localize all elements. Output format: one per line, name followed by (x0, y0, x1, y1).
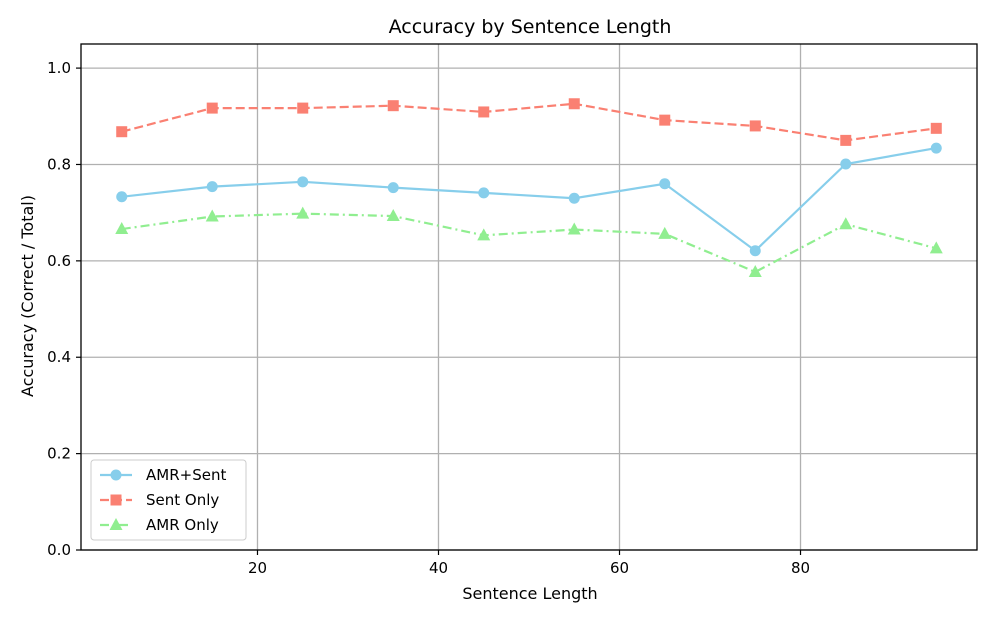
data-point (386, 209, 400, 222)
legend-box (90, 459, 247, 541)
y-tick-label: 1.0 (47, 59, 71, 77)
legend-marker (110, 494, 122, 506)
y-axis-label: Accuracy (Correct / Total) (18, 195, 37, 397)
legend-marker (109, 518, 123, 530)
data-point (296, 206, 310, 219)
data-point (297, 176, 309, 188)
data-point (387, 182, 399, 194)
data-point (116, 126, 128, 138)
legend-label: AMR+Sent (146, 466, 226, 484)
legend: AMR+Sent Sent Only AMR Only (90, 459, 247, 541)
data-point (478, 106, 490, 118)
series-amr-only (115, 206, 943, 277)
axis-ticks: 20 40 60 80 0.0 0.2 0.4 0.6 0.8 1.0 (47, 59, 810, 577)
data-point (297, 102, 309, 114)
data-point (930, 122, 942, 134)
data-point (749, 120, 761, 132)
legend-item: AMR Only (100, 516, 219, 534)
data-point (748, 264, 762, 277)
data-point (115, 222, 129, 235)
data-point (658, 226, 672, 239)
data-point (206, 181, 218, 193)
y-tick-label: 0.8 (47, 155, 71, 173)
data-point (478, 187, 490, 199)
y-tick-label: 0.0 (47, 541, 71, 559)
x-tick-label: 60 (610, 559, 629, 577)
data-point (116, 191, 128, 203)
legend-item: Sent Only (100, 491, 219, 509)
y-tick-label: 0.6 (47, 252, 71, 270)
y-tick-label: 0.2 (47, 445, 71, 463)
series-layer (115, 98, 943, 277)
legend-label: AMR Only (146, 516, 219, 534)
x-tick-label: 20 (248, 559, 267, 577)
x-axis-label: Sentence Length (462, 584, 597, 603)
data-point (839, 217, 853, 230)
data-point (930, 142, 942, 154)
series-amr-sent (116, 142, 942, 257)
y-tick-label: 0.4 (47, 348, 71, 366)
data-point (387, 100, 399, 112)
plot-frame (80, 43, 978, 551)
data-point (929, 241, 943, 254)
series-line (121, 102, 937, 142)
data-point (840, 158, 852, 170)
data-point (477, 228, 491, 241)
data-point (840, 134, 852, 146)
legend-label: Sent Only (146, 491, 219, 509)
series-line (121, 212, 937, 274)
data-point (567, 222, 581, 235)
data-point (749, 245, 761, 257)
chart-title: Accuracy by Sentence Length (389, 16, 672, 38)
data-point (568, 98, 580, 110)
series-sent-only (116, 98, 942, 146)
data-point (205, 209, 219, 222)
x-tick-label: 80 (791, 559, 810, 577)
legend-marker (110, 469, 122, 481)
data-point (206, 102, 218, 114)
legend-item: AMR+Sent (100, 466, 226, 484)
x-tick-label: 40 (429, 559, 448, 577)
series-line (121, 147, 937, 253)
data-point (568, 192, 580, 204)
data-point (659, 178, 671, 190)
data-point (659, 114, 671, 126)
